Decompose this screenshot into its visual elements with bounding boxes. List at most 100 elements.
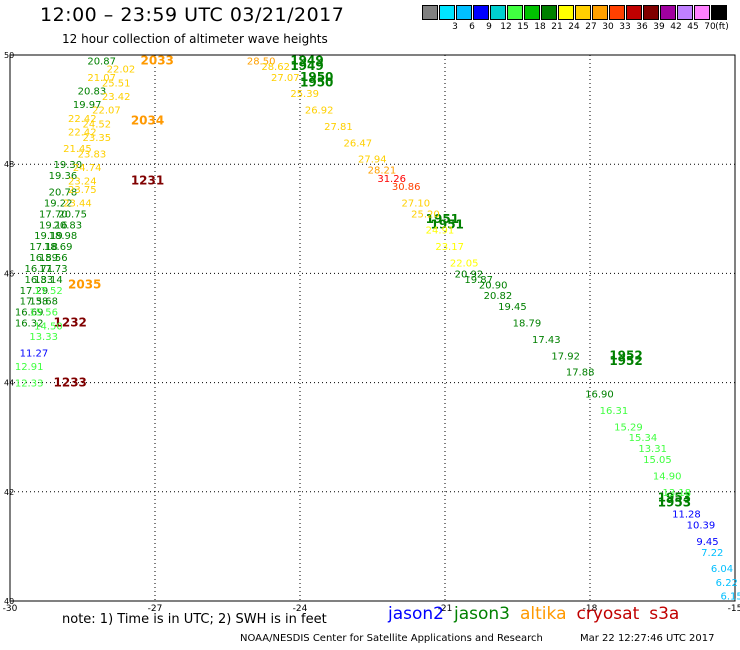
- wave-height-label: 23.42: [102, 92, 131, 103]
- colorbar-label: 3: [452, 22, 458, 32]
- wave-height-label: 18.98: [49, 231, 78, 242]
- colorbar-swatch: [609, 5, 625, 20]
- wave-height-label: 27.07: [271, 73, 300, 84]
- wave-height-label: 31.26: [377, 174, 406, 185]
- wave-height-label: 13.18: [663, 488, 692, 499]
- wave-height-label: 17.18: [29, 242, 58, 253]
- wave-height-label: 19.16: [39, 220, 68, 231]
- colorbar-label: 27: [585, 22, 597, 32]
- wave-height-label: 20.75: [58, 209, 87, 220]
- wave-height-label: 20.90: [479, 280, 508, 291]
- wave-height-label: 13.31: [638, 444, 667, 455]
- colorbar-swatch: [439, 5, 455, 20]
- pass-time-label: 1949: [290, 59, 323, 73]
- plot-frame: [9, 54, 736, 602]
- wave-height-label: 22.42: [68, 127, 97, 138]
- wave-height-label: 19.22: [44, 198, 73, 209]
- wave-height-label: 17.38: [20, 297, 49, 308]
- wave-height-label: 17.70: [39, 209, 68, 220]
- colorbar-swatch: [660, 5, 676, 20]
- colorbar-swatch: [422, 5, 438, 20]
- colorbar-swatch: [592, 5, 608, 20]
- wave-height-label: 15.34: [629, 433, 658, 444]
- credit-line: NOAA/NESDIS Center for Satellite Applica…: [240, 633, 543, 644]
- colorbar-swatch: [524, 5, 540, 20]
- wave-height-label: 19.36: [49, 171, 78, 182]
- wave-height-label: 14.50: [34, 321, 63, 332]
- colorbar-label: 70: [704, 22, 716, 32]
- colorbar-label: 12: [500, 22, 512, 32]
- colorbar-swatch: [558, 5, 574, 20]
- x-tick-label: -27: [148, 604, 163, 614]
- colorbar-swatch: [643, 5, 659, 20]
- pass-time-label: 1231: [131, 174, 164, 188]
- wave-height-label: 25.20: [411, 209, 440, 220]
- colorbar-swatch: [456, 5, 472, 20]
- colorbar-label: 33: [619, 22, 631, 32]
- wave-height-label: 18.56: [39, 253, 68, 264]
- wave-height-label: 23.35: [83, 133, 112, 144]
- y-tick-label: 50: [4, 51, 14, 60]
- wave-height-label: 20.83: [54, 220, 83, 231]
- colorbar-swatch: [711, 5, 727, 20]
- wave-height-label: 16.31: [600, 406, 629, 417]
- colorbar-label: 42: [670, 22, 682, 32]
- wave-height-label: 15.56: [29, 308, 58, 319]
- pass-time-label: 1953: [658, 490, 691, 504]
- wave-height-label: 20.82: [484, 291, 513, 302]
- pass-time-label: 1952: [609, 348, 642, 362]
- wave-height-label: 28.62: [261, 62, 290, 73]
- wave-height-label: 16.90: [585, 390, 614, 401]
- y-tick-label: 44: [4, 379, 14, 388]
- wave-height-label: 25.39: [290, 89, 319, 100]
- x-tick-label: -30: [3, 604, 18, 614]
- chart-subtitle: 12 hour collection of altimeter wave hei…: [62, 32, 328, 46]
- wave-height-label: 21.45: [63, 144, 92, 155]
- wave-height-label: 11.27: [20, 349, 49, 360]
- colorbar-label: 45: [687, 22, 699, 32]
- wave-height-label: 24.74: [73, 163, 102, 174]
- wave-height-label: 18.14: [34, 275, 63, 286]
- colorbar-unit: (ft): [715, 22, 729, 32]
- wave-height-label: 17.52: [34, 286, 63, 297]
- wave-height-label: 10.39: [687, 521, 716, 532]
- colorbar-label: 21: [551, 22, 563, 32]
- colorbar-label: 36: [636, 22, 648, 32]
- colorbar-swatch: [507, 5, 523, 20]
- x-tick-label: -24: [293, 604, 308, 614]
- wave-height-label: 17.29: [20, 286, 49, 297]
- colorbar-label: 18: [534, 22, 546, 32]
- pass-time-label: 1233: [54, 376, 87, 390]
- wave-height-label: 22.05: [450, 258, 479, 269]
- wave-height-label: 17.88: [566, 368, 595, 379]
- pass-time-label: 1952: [609, 354, 642, 368]
- wave-height-label: 27.94: [358, 155, 387, 166]
- wave-height-label: 22.07: [92, 106, 121, 117]
- colorbar-swatch: [626, 5, 642, 20]
- wave-height-label: 23.17: [435, 242, 464, 253]
- wave-height-label: 22.42: [68, 114, 97, 125]
- wave-height-label: 14.90: [653, 471, 682, 482]
- wave-height-label: 23.44: [63, 198, 92, 209]
- wave-height-label: 12.33: [15, 379, 44, 390]
- wave-height-label: 16.71: [25, 264, 54, 275]
- wave-height-label: 19.30: [54, 160, 83, 171]
- wave-height-label: 28.50: [247, 56, 276, 67]
- footnote: note: 1) Time is in UTC; 2) SWH is in fe…: [62, 612, 327, 627]
- wave-height-label: 27.10: [402, 198, 431, 209]
- wave-height-label: 16.69: [15, 308, 44, 319]
- pass-time-label: 1950: [300, 75, 333, 89]
- pass-time-label: 1950: [300, 70, 333, 84]
- colorbar-label: 15: [517, 22, 529, 32]
- wave-height-label: 20.78: [49, 188, 78, 199]
- wave-height-label: 28.21: [368, 166, 397, 177]
- x-tick-label: -21: [438, 604, 453, 614]
- pass-time-label: 2033: [141, 53, 174, 67]
- satellite-legend-altika: altika: [520, 604, 567, 624]
- wave-height-label: 19.19: [34, 231, 63, 242]
- wave-height-label: 12.91: [15, 362, 44, 373]
- wave-height-label: 7.22: [701, 548, 723, 559]
- satellite-legend-jason2: jason2: [388, 604, 444, 624]
- wave-height-label: 16.32: [15, 319, 44, 330]
- generation-timestamp: Mar 22 12:27:46 UTC 2017: [580, 633, 715, 644]
